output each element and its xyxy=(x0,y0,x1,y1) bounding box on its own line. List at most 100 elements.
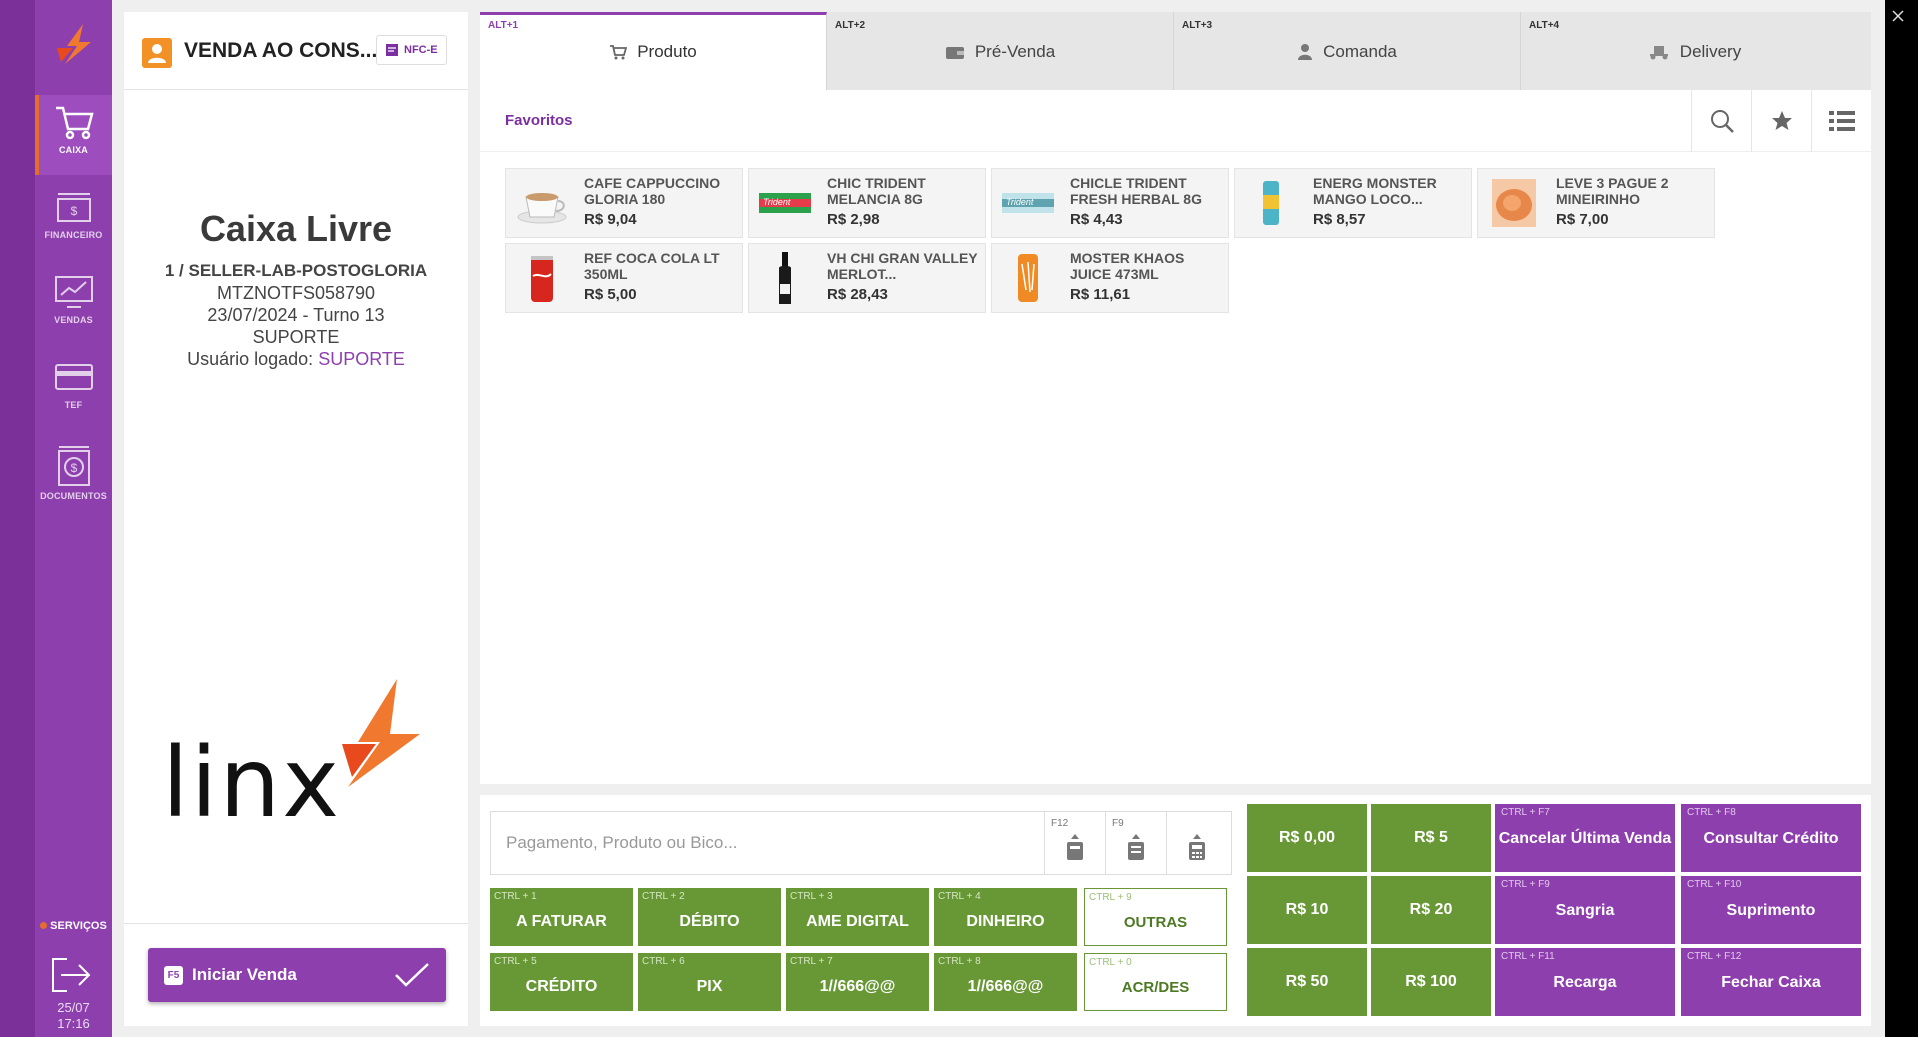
coffee-cup-image xyxy=(517,193,567,224)
consultar-credito-button[interactable]: CTRL + F8 Consultar Crédito xyxy=(1681,804,1861,872)
recarga-button[interactable]: CTRL + F11 Recarga xyxy=(1495,948,1675,1016)
user-name: SUPORTE xyxy=(318,349,405,369)
sidebar-item-label: FINANCEIRO xyxy=(44,230,103,240)
serial-line: MTZNOTFS058790 xyxy=(216,283,376,303)
pay-ame-digital-button[interactable]: CTRL + 3 AME DIGITAL xyxy=(786,888,929,946)
product-price: R$ 5,00 xyxy=(584,286,637,303)
sale-title[interactable]: VENDA AO CONS... xyxy=(184,39,378,62)
pay-dinheiro-button[interactable]: CTRL + 4 DINHEIRO xyxy=(934,888,1077,946)
wine-bottle-image xyxy=(779,252,791,304)
cart-icon xyxy=(55,106,94,140)
tab-hotkey: ALT+3 xyxy=(1182,20,1213,31)
suporte-line: SUPORTE xyxy=(252,327,340,347)
tab-comanda[interactable]: ALT+3 Comanda xyxy=(1174,12,1521,90)
search-input[interactable] xyxy=(491,812,1044,874)
product-name: CHIC TRIDENT MELANCIA 8G xyxy=(827,175,926,207)
linx-brand-logo: linx xyxy=(162,679,420,834)
sidebar-item-vendas[interactable]: VENDAS xyxy=(35,265,112,345)
cash-5-button[interactable]: R$ 5 xyxy=(1371,804,1491,872)
search-icon xyxy=(1710,110,1734,133)
cash-100-button[interactable]: R$ 100 xyxy=(1371,948,1491,1016)
sidebar: CAIXA $ FINANCEIRO VENDAS TEF xyxy=(35,0,112,1037)
trident-melancia-image: Trident xyxy=(759,193,811,213)
search-box: F12 F9 xyxy=(490,811,1232,875)
clipboard-icon xyxy=(1128,834,1144,860)
credit-card-icon xyxy=(54,364,93,390)
suprimento-button[interactable]: CTRL + F10 Suprimento xyxy=(1681,876,1861,944)
sidebar-item-tef[interactable]: TEF xyxy=(35,350,112,430)
left-edge xyxy=(0,0,35,1037)
iniciar-venda-button[interactable]: F5 Iniciar Venda xyxy=(148,948,446,1002)
svg-text:$: $ xyxy=(70,204,77,218)
pay-custom-7-button[interactable]: CTRL + 7 1//666@@ xyxy=(786,953,929,1011)
favorites-button[interactable] xyxy=(1751,90,1811,152)
tab-hotkey: ALT+2 xyxy=(835,20,866,31)
product-card[interactable]: ENERG MONSTER MANGO LOCO... R$ 8,57 xyxy=(1234,168,1472,238)
sidebar-item-documentos[interactable]: $ DOCUMENTOS xyxy=(35,435,112,515)
trident-herbal-image: Trident xyxy=(1002,193,1054,213)
pump-icon xyxy=(1067,834,1083,860)
pay-acr-des-button[interactable]: CTRL + 0 ACR/DES xyxy=(1084,953,1227,1011)
sidebar-item-label: DOCUMENTOS xyxy=(40,491,107,501)
favorites-title[interactable]: Favoritos xyxy=(505,112,573,129)
cancelar-ultima-venda-button[interactable]: CTRL + F7 Cancelar Última Venda xyxy=(1495,804,1675,872)
fechar-caixa-button[interactable]: CTRL + F12 Fechar Caixa xyxy=(1681,948,1861,1016)
product-name: CHICLE TRIDENT FRESH HERBAL 8G xyxy=(1070,175,1202,207)
list-view-button[interactable] xyxy=(1811,90,1871,152)
tab-pre-venda[interactable]: ALT+2 Pré-Venda xyxy=(827,12,1174,90)
pay-custom-8-button[interactable]: CTRL + 8 1//666@@ xyxy=(934,953,1077,1011)
pay-a-faturar-button[interactable]: CTRL + 1 A FATURAR xyxy=(490,888,633,946)
calculator-button[interactable] xyxy=(1166,812,1232,874)
servicos-link[interactable]: SERVIÇOS xyxy=(35,920,112,932)
sidebar-item-label: TEF xyxy=(64,400,83,410)
divider xyxy=(124,923,468,924)
product-card[interactable]: REF COCA COLA LT 350ML R$ 5,00 xyxy=(505,243,743,313)
product-card[interactable]: LEVE 3 PAGUE 2 MINEIRINHO R$ 7,00 xyxy=(1477,168,1715,238)
sidebar-item-caixa[interactable]: CAIXA xyxy=(35,95,112,175)
cash-20-button[interactable]: R$ 20 xyxy=(1371,876,1491,944)
product-price: R$ 9,04 xyxy=(584,211,637,228)
svg-text:$: $ xyxy=(70,461,77,475)
status-header: VENDA AO CONS... NFC-E xyxy=(124,12,468,90)
caixa-status: Caixa Livre 1 / SELLER-LAB-POSTOGLORIA M… xyxy=(124,208,468,370)
wallet-icon xyxy=(945,47,964,59)
pay-debito-button[interactable]: CTRL + 2 DÉBITO xyxy=(638,888,781,946)
product-card[interactable]: CAFE CAPPUCCINO GLORIA 180 R$ 9,04 xyxy=(505,168,743,238)
receipt-icon xyxy=(386,44,398,56)
f9-button[interactable]: F9 xyxy=(1105,812,1166,874)
product-price: R$ 28,43 xyxy=(827,286,888,303)
user-line: Usuário logado: SUPORTE xyxy=(187,349,405,369)
product-card[interactable]: Trident CHICLE TRIDENT FRESH HERBAL 8G R… xyxy=(991,168,1229,238)
search-button[interactable] xyxy=(1691,90,1751,152)
document-money-icon: $ xyxy=(57,446,90,486)
tab-produto[interactable]: ALT+1 Produto xyxy=(480,12,827,90)
nfce-badge[interactable]: NFC-E xyxy=(376,35,447,65)
cash-50-button[interactable]: R$ 50 xyxy=(1247,948,1367,1016)
close-icon[interactable] xyxy=(1890,8,1906,24)
pay-credito-button[interactable]: CTRL + 5 CRÉDITO xyxy=(490,953,633,1011)
product-price: R$ 11,61 xyxy=(1070,286,1131,303)
status-dot-icon xyxy=(40,922,48,929)
pay-outras-button[interactable]: CTRL + 9 OUTRAS xyxy=(1084,888,1227,946)
pay-pix-button[interactable]: CTRL + 6 PIX xyxy=(638,953,781,1011)
f12-button[interactable]: F12 xyxy=(1044,812,1105,874)
product-card[interactable]: MOSTER KHAOS JUICE 473ML R$ 11,61 xyxy=(991,243,1229,313)
cash-0-button[interactable]: R$ 0,00 xyxy=(1247,804,1367,872)
product-name: VH CHI GRAN VALLEY MERLOT... xyxy=(827,250,978,282)
status-panel: VENDA AO CONS... NFC-E Caixa Livre 1 / S… xyxy=(124,12,468,1026)
clock-time: 17:16 xyxy=(57,1016,90,1031)
product-card[interactable]: VH CHI GRAN VALLEY MERLOT... R$ 28,43 xyxy=(748,243,986,313)
sangria-button[interactable]: CTRL + F9 Sangria xyxy=(1495,876,1675,944)
tab-delivery[interactable]: ALT+4 Delivery xyxy=(1529,20,1742,61)
monster-mango-can-image xyxy=(1263,181,1279,225)
sidebar-item-label: VENDAS xyxy=(54,315,93,325)
product-card[interactable]: Trident CHIC TRIDENT MELANCIA 8G R$ 2,98 xyxy=(748,168,986,238)
sidebar-item-label: CAIXA xyxy=(58,145,88,155)
svg-text:Trident: Trident xyxy=(763,197,791,207)
logout-icon[interactable] xyxy=(49,955,97,995)
delivery-icon xyxy=(1649,46,1668,60)
list-icon xyxy=(1828,111,1855,131)
cash-10-button[interactable]: R$ 10 xyxy=(1247,876,1367,944)
sidebar-item-financeiro[interactable]: $ FINANCEIRO xyxy=(35,180,112,260)
